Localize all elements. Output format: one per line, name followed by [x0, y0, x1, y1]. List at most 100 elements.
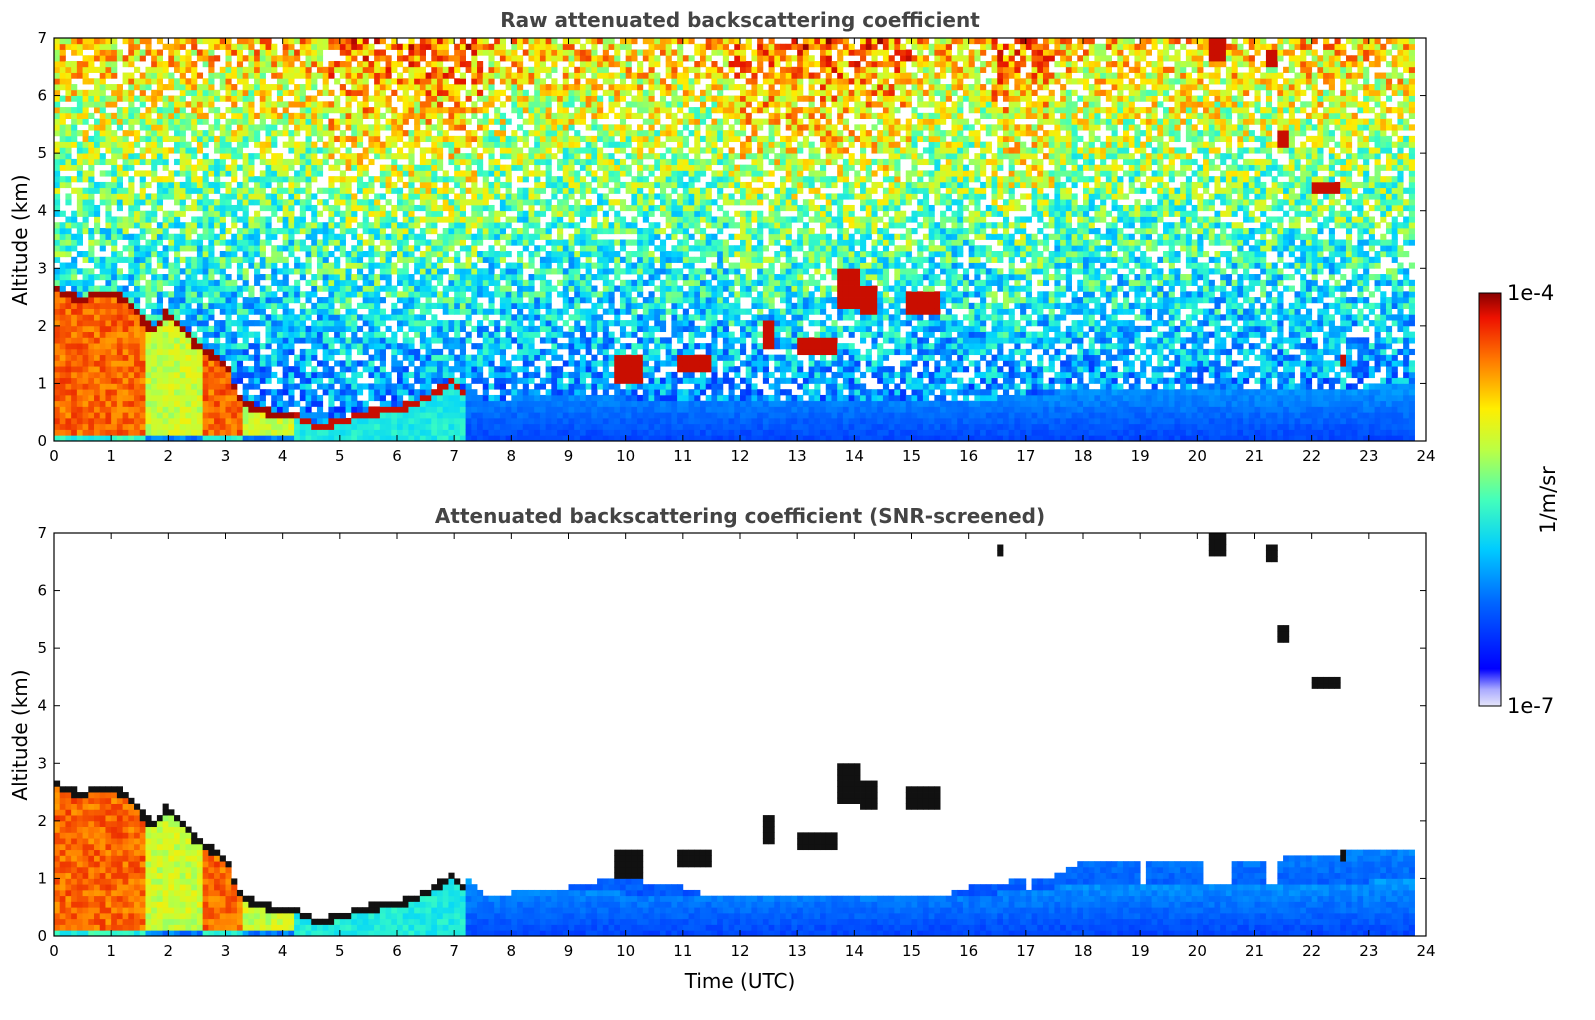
heatmap-cell: [311, 412, 318, 419]
heatmap-cell: [322, 366, 329, 373]
heatmap-cell: [139, 337, 146, 344]
heatmap-cell: [225, 239, 232, 246]
heatmap-cell: [231, 187, 238, 194]
heatmap-cell: [534, 227, 541, 235]
heatmap-cell: [259, 320, 266, 327]
heatmap-cell: [362, 274, 369, 281]
heatmap-cell: [54, 204, 61, 212]
heatmap-cell: [448, 325, 455, 333]
heatmap-cell: [236, 325, 244, 333]
heatmap-cell: [214, 158, 221, 166]
heatmap-cell: [437, 43, 444, 50]
heatmap-cell: [111, 227, 118, 235]
heatmap-cell: [236, 95, 244, 102]
heatmap-cell: [517, 251, 524, 258]
heatmap-cell: [214, 89, 221, 96]
heatmap-cell: [488, 187, 495, 194]
heatmap-cell: [248, 239, 255, 246]
heatmap-cell: [174, 389, 181, 396]
heatmap-cell: [402, 256, 409, 263]
heatmap-cell: [82, 268, 89, 275]
heatmap-cell: [356, 233, 364, 240]
heatmap-cell: [465, 216, 472, 223]
heatmap-cell: [425, 354, 432, 361]
heatmap-cell: [191, 245, 198, 252]
heatmap-cell: [191, 239, 198, 246]
heatmap-cell: [196, 130, 204, 137]
heatmap-cell: [82, 61, 89, 68]
heatmap-cell: [71, 245, 78, 252]
heatmap-cell: [488, 78, 495, 85]
heatmap-cell: [185, 193, 192, 200]
heatmap-cell: [196, 193, 204, 200]
heatmap-cell: [76, 291, 83, 298]
heatmap-cell: [471, 423, 478, 430]
heatmap-cell: [105, 233, 112, 240]
heatmap-cell: [185, 61, 192, 68]
heatmap-cell: [379, 331, 386, 338]
heatmap-cell: [374, 337, 381, 344]
heatmap-cell: [191, 360, 198, 367]
heatmap-cell: [94, 84, 101, 91]
heatmap-cell: [202, 279, 209, 286]
heatmap-cell: [202, 435, 209, 441]
heatmap-cell: [254, 135, 261, 143]
heatmap-cell: [122, 193, 129, 200]
heatmap-cell: [151, 383, 158, 390]
heatmap-cell: [305, 112, 312, 119]
heatmap-cell: [368, 274, 375, 281]
heatmap-cell: [334, 95, 341, 102]
heatmap-cell: [362, 66, 369, 73]
heatmap-cell: [236, 302, 244, 309]
heatmap-cell: [259, 412, 266, 419]
heatmap-cell: [151, 302, 158, 309]
heatmap-cell: [294, 371, 301, 379]
heatmap-cell: [545, 176, 552, 183]
heatmap-cell: [208, 89, 215, 96]
heatmap-cell: [214, 389, 221, 396]
heatmap-cell: [408, 371, 415, 379]
heatmap-cell: [65, 423, 72, 430]
heatmap-cell: [82, 118, 89, 125]
heatmap-cell: [185, 314, 192, 321]
heatmap-cell: [174, 222, 181, 229]
heatmap-cell: [459, 245, 466, 252]
heatmap-cell: [259, 302, 266, 309]
heatmap-cell: [105, 216, 112, 223]
heatmap-cell: [374, 124, 381, 131]
heatmap-cell: [54, 251, 61, 258]
heatmap-cell: [202, 325, 209, 333]
heatmap-cell: [122, 135, 129, 143]
heatmap-cell: [179, 89, 186, 96]
heatmap-cell: [254, 383, 261, 390]
heatmap-cell: [397, 193, 404, 200]
heatmap-cell: [448, 274, 455, 281]
heatmap-cell: [265, 354, 272, 361]
heatmap-cell: [379, 141, 386, 148]
heatmap-cell: [339, 227, 346, 235]
heatmap-cell: [517, 337, 524, 344]
heatmap-cell: [259, 153, 266, 160]
heatmap-cell: [71, 176, 78, 183]
heatmap-cell: [534, 55, 541, 62]
heatmap-cell: [208, 55, 215, 62]
heatmap-cell: [522, 417, 529, 425]
heatmap-cell: [488, 297, 495, 304]
heatmap-cell: [442, 354, 449, 361]
heatmap-cell: [334, 187, 341, 194]
heatmap-cell: [397, 383, 404, 390]
heatmap-cell: [368, 291, 375, 298]
heatmap-cell: [105, 193, 112, 200]
heatmap-cell: [122, 170, 129, 177]
heatmap-cell: [505, 262, 512, 269]
heatmap-cell: [328, 348, 335, 356]
heatmap-cell: [116, 285, 123, 292]
heatmap-cell: [374, 147, 381, 154]
heatmap-cell: [145, 193, 152, 200]
heatmap-cell: [419, 389, 426, 396]
heatmap-cell: [374, 320, 381, 327]
heatmap-cell: [214, 147, 221, 154]
heatmap-cell: [374, 107, 381, 114]
heatmap-cell: [334, 101, 341, 108]
heatmap-cell: [128, 429, 135, 436]
